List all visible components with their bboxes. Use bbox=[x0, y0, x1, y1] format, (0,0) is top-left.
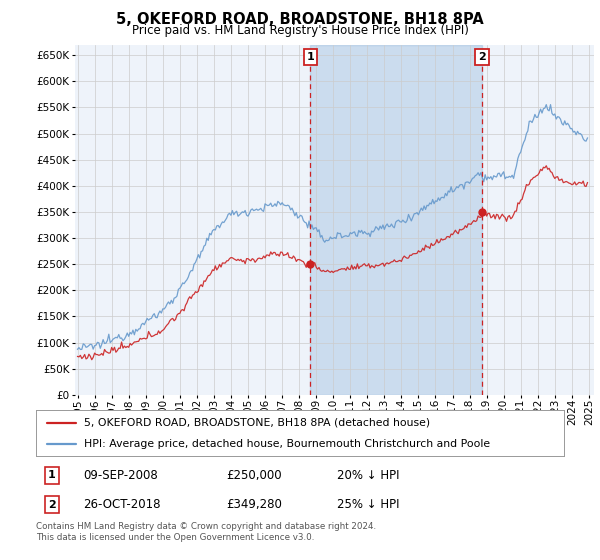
Text: 25% ↓ HPI: 25% ↓ HPI bbox=[337, 498, 400, 511]
Text: 20% ↓ HPI: 20% ↓ HPI bbox=[337, 469, 400, 482]
Text: HPI: Average price, detached house, Bournemouth Christchurch and Poole: HPI: Average price, detached house, Bour… bbox=[83, 439, 490, 449]
Text: 1: 1 bbox=[48, 470, 56, 480]
Text: 26-OCT-2018: 26-OCT-2018 bbox=[83, 498, 161, 511]
Text: 5, OKEFORD ROAD, BROADSTONE, BH18 8PA: 5, OKEFORD ROAD, BROADSTONE, BH18 8PA bbox=[116, 12, 484, 27]
Text: £250,000: £250,000 bbox=[226, 469, 282, 482]
Text: 1: 1 bbox=[307, 52, 314, 62]
Text: £349,280: £349,280 bbox=[226, 498, 282, 511]
Text: 09-SEP-2008: 09-SEP-2008 bbox=[83, 469, 158, 482]
Text: 2: 2 bbox=[478, 52, 486, 62]
Bar bbox=[310, 45, 482, 395]
Text: 5, OKEFORD ROAD, BROADSTONE, BH18 8PA (detached house): 5, OKEFORD ROAD, BROADSTONE, BH18 8PA (d… bbox=[83, 418, 430, 428]
Text: Price paid vs. HM Land Registry's House Price Index (HPI): Price paid vs. HM Land Registry's House … bbox=[131, 24, 469, 37]
Text: Contains HM Land Registry data © Crown copyright and database right 2024.
This d: Contains HM Land Registry data © Crown c… bbox=[36, 522, 376, 542]
Text: 2: 2 bbox=[48, 500, 56, 510]
